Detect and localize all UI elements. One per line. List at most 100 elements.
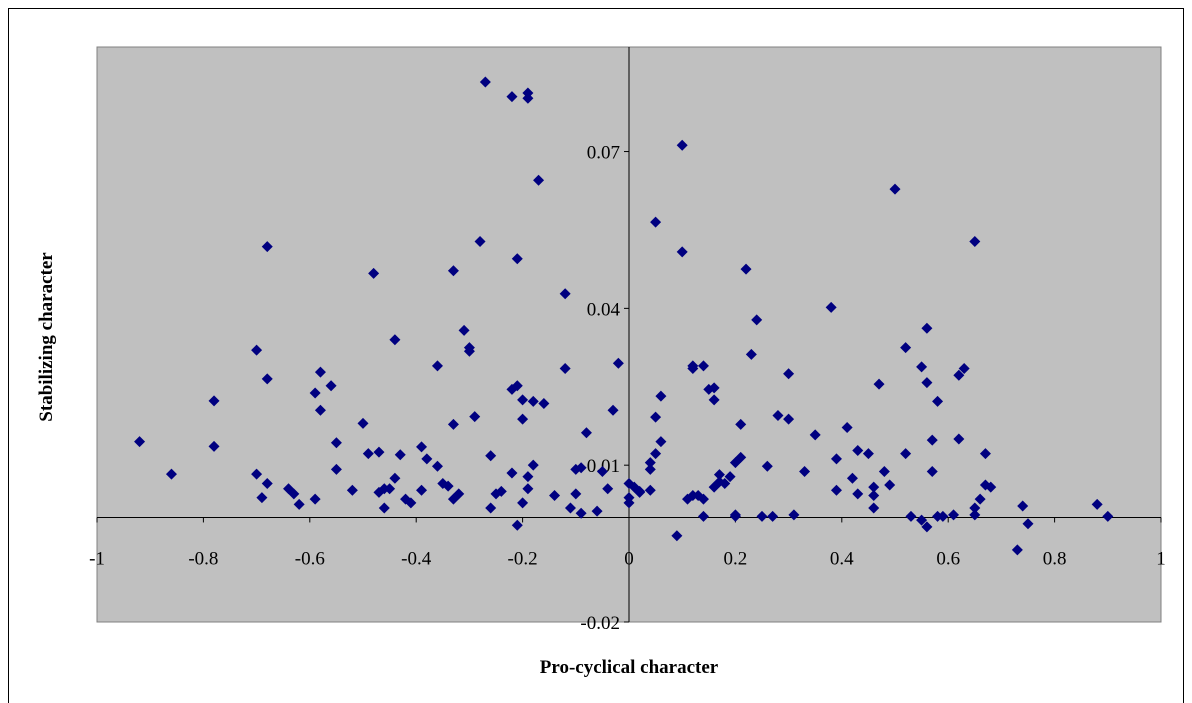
data-point: [485, 502, 497, 514]
data-point: [570, 488, 582, 500]
data-point: [926, 465, 938, 477]
data-point: [495, 485, 507, 497]
data-point: [479, 76, 491, 88]
data-point: [830, 484, 842, 496]
data-point: [314, 404, 326, 416]
data-point: [751, 314, 763, 326]
data-point: [708, 394, 720, 406]
data-point: [431, 360, 443, 372]
data-point: [969, 235, 981, 247]
data-point: [788, 509, 800, 521]
data-point: [293, 498, 305, 510]
data-point: [1011, 544, 1023, 556]
data-point: [868, 481, 880, 493]
y-tick-label: 0.04: [587, 299, 621, 320]
data-point: [288, 488, 300, 500]
data-point: [485, 450, 497, 462]
x-tick-label: -0.2: [508, 548, 538, 569]
data-point: [868, 490, 880, 501]
data-point: [916, 361, 928, 373]
data-point: [527, 459, 539, 471]
data-point: [549, 490, 561, 501]
data-point: [650, 448, 662, 460]
data-point: [506, 467, 518, 479]
data-point: [878, 465, 890, 477]
data-point: [330, 437, 342, 449]
data-point: [511, 253, 523, 265]
data-point: [830, 453, 842, 465]
data-point: [644, 463, 656, 475]
data-point: [517, 394, 529, 406]
data-point: [974, 493, 986, 505]
data-point: [575, 507, 587, 519]
data-point: [745, 348, 757, 360]
data-point: [740, 263, 752, 275]
data-point: [953, 369, 965, 381]
data-point: [708, 382, 720, 394]
data-point: [932, 395, 944, 407]
data-point: [416, 484, 428, 496]
data-point: [969, 509, 981, 521]
x-tick-label: 0.6: [936, 548, 960, 569]
data-point: [644, 457, 656, 469]
data-point: [799, 465, 811, 477]
data-points: [134, 76, 1114, 556]
data-point: [772, 410, 784, 422]
data-point: [463, 342, 475, 354]
data-point: [676, 246, 688, 258]
data-point: [644, 484, 656, 496]
y-tick-label: -0.02: [580, 613, 620, 634]
data-point: [256, 492, 268, 504]
data-point: [506, 91, 518, 103]
data-point: [575, 462, 587, 474]
data-point: [458, 324, 470, 336]
x-tick-label: -0.8: [188, 548, 218, 569]
y-axis-title: Stabilizing character: [36, 252, 57, 422]
data-point: [735, 451, 747, 463]
chart-area: [8, 8, 1184, 703]
y-tick-label: 0.01: [587, 456, 620, 477]
data-point: [453, 488, 465, 500]
data-point: [165, 468, 177, 480]
y-tick-label: 0.07: [587, 143, 620, 164]
data-point: [889, 183, 901, 195]
x-ticks: -1 -0.8 -0.6 -0.4 -0.2 0 0.2 0.4 0.6 0.8 1: [89, 517, 1166, 569]
data-point: [650, 411, 662, 423]
data-point: [761, 460, 773, 472]
data-point: [522, 92, 534, 104]
data-point: [937, 510, 949, 522]
data-point: [1017, 500, 1029, 512]
data-point: [533, 174, 545, 186]
x-tick-label: 0.2: [724, 548, 748, 569]
data-point: [251, 468, 263, 480]
data-point: [985, 481, 997, 493]
data-point: [559, 362, 571, 374]
data-point: [389, 334, 401, 346]
data-point: [564, 502, 576, 514]
data-point: [261, 373, 273, 385]
data-point: [676, 139, 688, 151]
data-point: [559, 288, 571, 300]
data-point: [650, 216, 662, 228]
data-point: [517, 497, 529, 509]
data-point: [522, 471, 534, 483]
data-point: [368, 267, 380, 279]
data-point: [362, 448, 374, 460]
data-point: [474, 235, 486, 247]
data-point: [309, 387, 321, 399]
data-point: [389, 472, 401, 484]
x-tick-label: 0: [624, 548, 634, 569]
data-point: [522, 483, 534, 495]
data-point: [724, 471, 736, 483]
data-point: [1022, 518, 1034, 530]
data-point: [602, 483, 614, 495]
data-point: [421, 453, 433, 465]
data-point: [506, 383, 518, 395]
y-ticks: -0.02 0.01 0.04 0.07: [580, 143, 629, 634]
data-point: [1102, 510, 1114, 522]
data-point: [416, 441, 428, 453]
data-point: [846, 472, 858, 484]
data-point: [719, 477, 731, 489]
data-point: [825, 301, 837, 313]
